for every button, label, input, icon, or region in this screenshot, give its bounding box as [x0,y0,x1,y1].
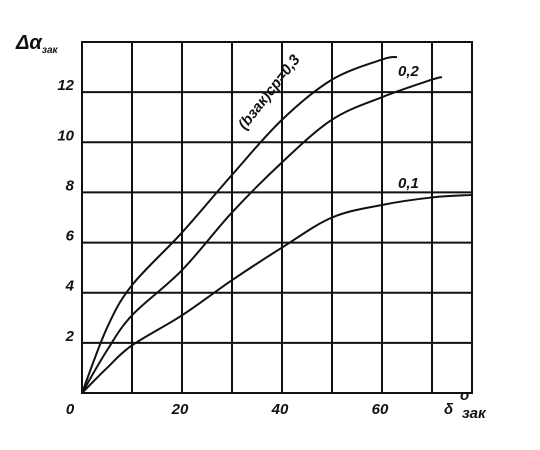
curve [81,56,398,394]
y-tick-label: 12 [57,77,74,94]
y-tick-label: 10 [57,127,74,144]
y-tick-label: 4 [65,278,75,295]
y-tick-label: 2 [65,328,75,345]
y-label-main: Δα [15,32,43,54]
curve [81,193,473,394]
y-tick-label: 6 [66,228,75,245]
x-tick-label: 0 [66,401,75,418]
curve-label: 0,1 [398,175,419,192]
x-tick-label: 20 [171,401,189,418]
x-label-sub: зак [462,405,487,422]
x-tick-label: 60 [372,401,389,418]
y-label-sub: зак [42,45,59,56]
x-tick-label: 40 [271,401,289,418]
x-axis-label: δ [444,401,454,418]
y-axis-label: Δαзак [15,32,59,55]
curve [81,76,443,394]
x-label-sup: o [460,387,469,404]
y-tick-label: 8 [66,177,75,194]
plot-frame [81,41,473,394]
curve-label: 0,2 [398,63,420,80]
